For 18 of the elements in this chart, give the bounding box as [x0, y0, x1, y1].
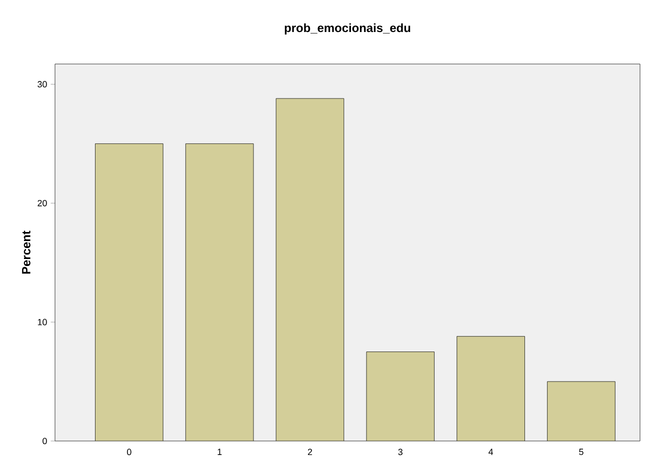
x-tick-label: 5 — [579, 448, 584, 456]
x-tick-label: 2 — [308, 448, 312, 456]
bar — [276, 98, 344, 441]
y-axis-title: Percent — [22, 230, 30, 274]
x-tick-label: 3 — [398, 448, 402, 456]
x-tick-label: 0 — [126, 448, 132, 456]
bar — [366, 352, 434, 441]
bar — [547, 381, 616, 441]
chart-title: prob_emocionais_edu — [284, 23, 410, 35]
bar — [95, 144, 164, 441]
y-tick-label: 0 — [42, 438, 47, 444]
x-tick-label: 4 — [488, 448, 494, 455]
bar — [456, 336, 525, 441]
y-tick-label: 10 — [38, 318, 47, 326]
y-tick-label: 20 — [38, 200, 47, 206]
x-tick-label: 1 — [218, 448, 222, 455]
y-tick-label: 30 — [38, 81, 47, 88]
bar — [186, 144, 254, 441]
